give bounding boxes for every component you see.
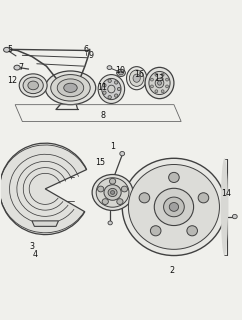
Ellipse shape: [161, 73, 164, 76]
Ellipse shape: [4, 47, 10, 52]
Ellipse shape: [108, 79, 111, 83]
Ellipse shape: [161, 90, 164, 93]
Text: 12: 12: [7, 76, 17, 85]
Ellipse shape: [108, 221, 112, 225]
Ellipse shape: [169, 172, 179, 182]
Text: 8: 8: [100, 111, 106, 120]
Text: 9: 9: [88, 51, 93, 60]
Ellipse shape: [51, 75, 90, 101]
Ellipse shape: [151, 85, 153, 88]
Ellipse shape: [103, 84, 106, 87]
Text: 5: 5: [7, 45, 12, 54]
Text: 13: 13: [154, 74, 165, 83]
Text: 1: 1: [110, 142, 115, 151]
Ellipse shape: [122, 158, 226, 256]
Ellipse shape: [120, 151, 125, 156]
Ellipse shape: [121, 186, 128, 192]
Ellipse shape: [149, 71, 170, 94]
Ellipse shape: [232, 214, 237, 219]
Ellipse shape: [45, 71, 96, 105]
Ellipse shape: [109, 178, 116, 184]
Wedge shape: [0, 143, 87, 235]
Ellipse shape: [145, 68, 174, 99]
Ellipse shape: [117, 199, 123, 204]
Ellipse shape: [19, 74, 47, 97]
Ellipse shape: [28, 81, 38, 90]
Ellipse shape: [169, 203, 179, 211]
Ellipse shape: [164, 197, 184, 217]
Ellipse shape: [102, 78, 121, 100]
Text: 2: 2: [169, 266, 174, 275]
Ellipse shape: [108, 188, 117, 196]
Ellipse shape: [64, 83, 77, 92]
Ellipse shape: [98, 75, 125, 103]
Ellipse shape: [127, 67, 147, 90]
Text: 16: 16: [134, 70, 144, 79]
Ellipse shape: [14, 65, 20, 70]
Ellipse shape: [104, 185, 121, 200]
Ellipse shape: [151, 78, 153, 81]
Ellipse shape: [166, 85, 168, 88]
Ellipse shape: [114, 81, 118, 84]
Ellipse shape: [103, 91, 106, 94]
Ellipse shape: [96, 178, 129, 207]
Ellipse shape: [133, 74, 140, 82]
Text: 4: 4: [33, 250, 38, 259]
Ellipse shape: [111, 191, 115, 194]
Ellipse shape: [154, 188, 194, 226]
Ellipse shape: [129, 70, 144, 86]
Ellipse shape: [108, 96, 111, 99]
Ellipse shape: [23, 77, 43, 93]
Ellipse shape: [166, 78, 168, 81]
Ellipse shape: [119, 71, 123, 75]
Ellipse shape: [57, 79, 84, 97]
Polygon shape: [32, 221, 58, 226]
Ellipse shape: [155, 78, 164, 88]
Ellipse shape: [155, 73, 158, 76]
Text: 10: 10: [115, 67, 125, 76]
Ellipse shape: [198, 193, 209, 203]
Ellipse shape: [221, 158, 228, 256]
Ellipse shape: [92, 174, 133, 211]
Ellipse shape: [117, 69, 125, 76]
Text: 14: 14: [221, 189, 231, 198]
Ellipse shape: [158, 81, 161, 85]
Ellipse shape: [155, 90, 158, 93]
Ellipse shape: [102, 199, 108, 204]
Text: 15: 15: [96, 158, 106, 167]
Ellipse shape: [114, 94, 118, 97]
Text: 11: 11: [97, 83, 107, 92]
Ellipse shape: [117, 87, 121, 91]
Ellipse shape: [98, 186, 104, 192]
Ellipse shape: [187, 226, 197, 236]
Ellipse shape: [108, 85, 115, 93]
Ellipse shape: [139, 193, 150, 203]
Ellipse shape: [129, 164, 219, 249]
Text: 3: 3: [30, 242, 34, 251]
Text: 6: 6: [84, 45, 89, 54]
Text: 7: 7: [19, 63, 24, 72]
Ellipse shape: [107, 66, 112, 69]
Ellipse shape: [150, 226, 161, 236]
